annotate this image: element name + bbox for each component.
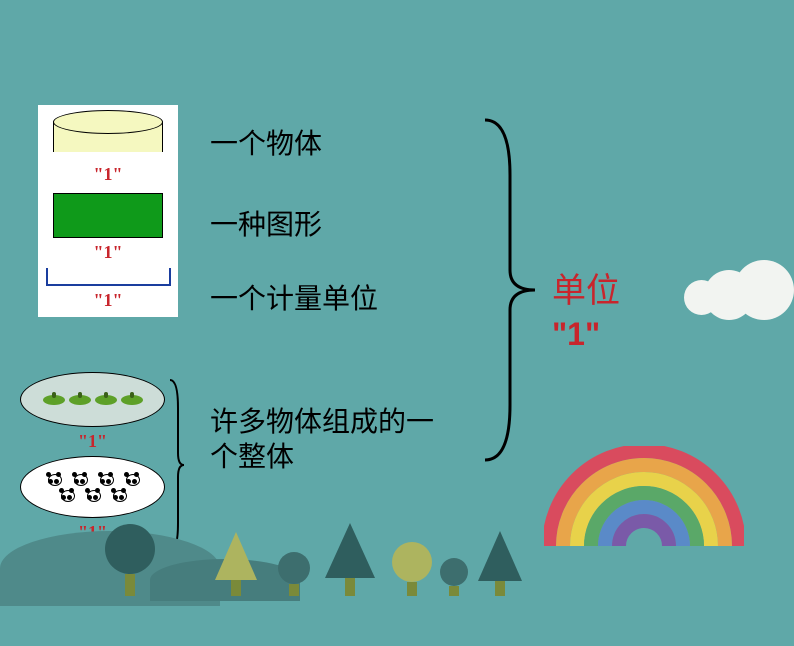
leaf-icon bbox=[95, 395, 117, 405]
rainbow-icon bbox=[544, 446, 744, 646]
tree-icon bbox=[392, 542, 432, 596]
tree-icon bbox=[105, 524, 155, 596]
green-rectangle-shape bbox=[53, 193, 163, 238]
left-examples-panel: "1" "1" "1" bbox=[38, 105, 188, 317]
big-brace-icon bbox=[480, 115, 540, 465]
concept-line-1: 一个物体 bbox=[210, 122, 322, 162]
leaf-icon bbox=[121, 395, 143, 405]
cloud-decoration bbox=[674, 250, 794, 310]
panda-icon bbox=[71, 472, 89, 486]
leaf-icon bbox=[43, 395, 65, 405]
unit-number: "1" bbox=[552, 314, 620, 356]
oval-leaves bbox=[20, 372, 165, 427]
tree-icon bbox=[478, 531, 522, 596]
panda-icon bbox=[97, 472, 115, 486]
unit-one-label: 单位 "1" bbox=[552, 270, 620, 356]
measure-bracket-shape bbox=[46, 268, 171, 286]
leaf-icon bbox=[69, 395, 91, 405]
one-label-4: "1" bbox=[20, 431, 165, 452]
cylinder-shape bbox=[53, 110, 163, 160]
panda-icon bbox=[58, 488, 76, 502]
panda-icon bbox=[45, 472, 63, 486]
tree-icon bbox=[215, 532, 257, 596]
concept-line-4a: 许多物体组成的一 bbox=[210, 400, 434, 440]
tree-icon bbox=[325, 523, 375, 596]
unit-text: 单位 bbox=[552, 270, 620, 314]
concept-line-3: 一个计量单位 bbox=[210, 277, 378, 317]
ground-decoration bbox=[0, 506, 794, 596]
one-label-2: "1" bbox=[38, 242, 178, 263]
panda-icon bbox=[84, 488, 102, 502]
panda-icon bbox=[110, 488, 128, 502]
tree-icon bbox=[440, 558, 468, 596]
concept-line-2: 一种图形 bbox=[210, 203, 322, 243]
panda-icon bbox=[123, 472, 141, 486]
tree-icon bbox=[278, 552, 310, 596]
concept-line-4b: 个整体 bbox=[210, 435, 294, 475]
white-card: "1" "1" "1" bbox=[38, 105, 178, 317]
one-label-1: "1" bbox=[38, 164, 178, 185]
one-label-3: "1" bbox=[38, 290, 178, 311]
